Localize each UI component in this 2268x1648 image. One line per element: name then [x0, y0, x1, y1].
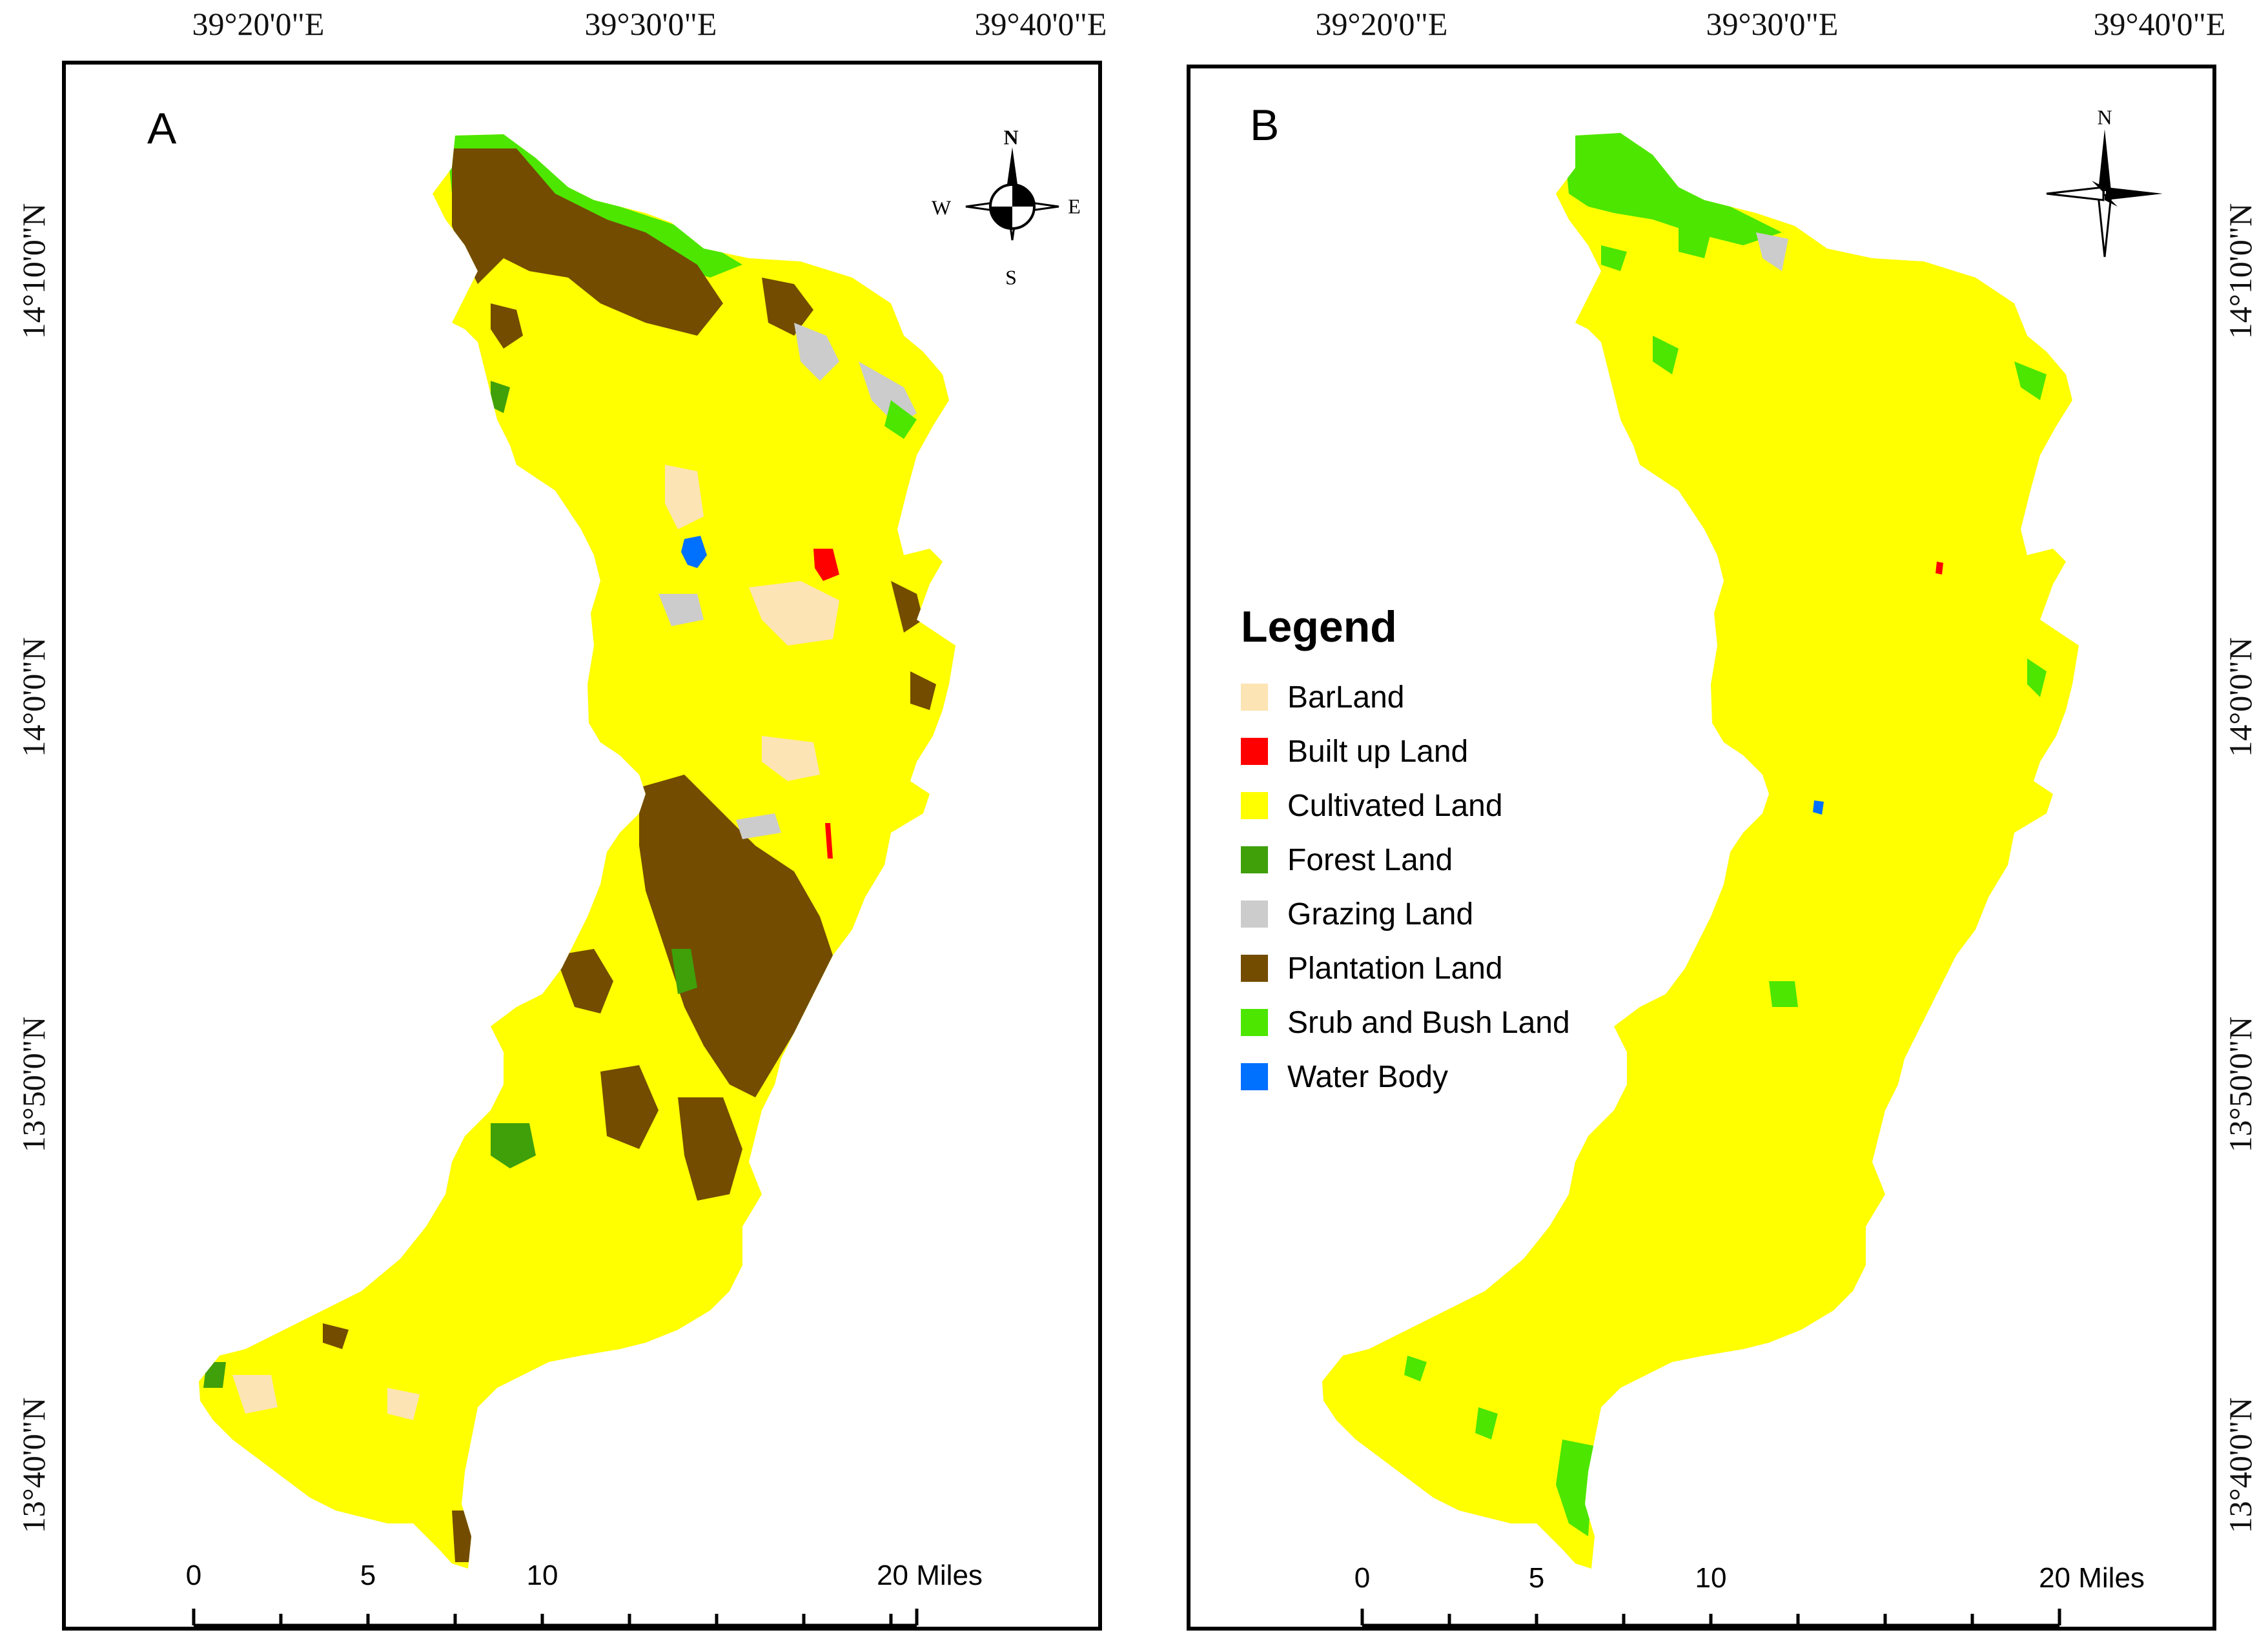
legend-swatch [1241, 955, 1268, 982]
legend-swatch [1241, 792, 1268, 819]
legend-label: Water Body [1287, 1059, 1448, 1094]
map-a-region [199, 134, 955, 1569]
compass-east-label: E [1068, 194, 1081, 218]
legend-swatch [1241, 1063, 1268, 1090]
legend-label: Cultivated Land [1287, 788, 1503, 823]
legend-swatch [1241, 1009, 1268, 1036]
scale-label: 5 [1528, 1562, 1545, 1594]
legend-label: Forest Land [1287, 842, 1453, 877]
compass-rose-icon [965, 147, 1059, 241]
longitude-label: 39°30'0"E [1706, 6, 1839, 42]
legend-item: Srub and Bush Land [1241, 1004, 1570, 1041]
scale-label: 0 [1354, 1562, 1371, 1594]
longitude-label: 39°20'0"E [1315, 6, 1448, 42]
longitude-label: 39°30'0"E [584, 6, 717, 42]
compass-north-label: N [1003, 125, 1019, 149]
compass-south-label: S [1005, 265, 1017, 289]
scale-label: 10 [1695, 1562, 1727, 1594]
legend-label: BarLand [1287, 680, 1405, 715]
legend-item: BarLand [1241, 679, 1404, 715]
panel-label-a: A [147, 104, 177, 153]
legend-item: Forest Land [1241, 842, 1453, 878]
longitude-label: 39°20'0"E [192, 6, 325, 42]
compass-west-label: W [931, 196, 952, 219]
map-b-region [1322, 133, 2079, 1569]
legend-swatch [1241, 900, 1268, 928]
scale-label: 10 [526, 1560, 558, 1591]
legend-label: Grazing Land [1287, 897, 1474, 931]
legend-label: Srub and Bush Land [1287, 1005, 1570, 1040]
scale-label: 0 [185, 1560, 202, 1591]
legend-item: Water Body [1241, 1059, 1448, 1095]
scale-bar [192, 1609, 919, 1627]
north-arrow-label: N [2097, 105, 2112, 129]
legend-title: Legend [1241, 602, 1397, 651]
north-arrow-icon [2046, 129, 2163, 258]
scale-bar [1360, 1609, 2061, 1627]
legend-item: Cultivated Land [1241, 788, 1503, 824]
legend-item: Plantation Land [1241, 950, 1503, 986]
legend-label: Plantation Land [1287, 951, 1503, 986]
legend-swatch [1241, 684, 1268, 711]
longitude-label: 39°40'0"E [974, 6, 1107, 42]
scale-label: 5 [360, 1560, 376, 1591]
legend-swatch [1241, 846, 1268, 873]
legend-item: Grazing Land [1241, 896, 1473, 932]
panel-label-b: B [1250, 101, 1280, 150]
scale-label: 20 Miles [877, 1560, 983, 1591]
legend-item: Built up Land [1241, 733, 1468, 769]
legend-swatch [1241, 738, 1268, 765]
longitude-label: 39°40'0"E [2093, 6, 2226, 42]
scale-label: 20 Miles [2039, 1562, 2145, 1594]
legend-label: Built up Land [1287, 734, 1469, 769]
